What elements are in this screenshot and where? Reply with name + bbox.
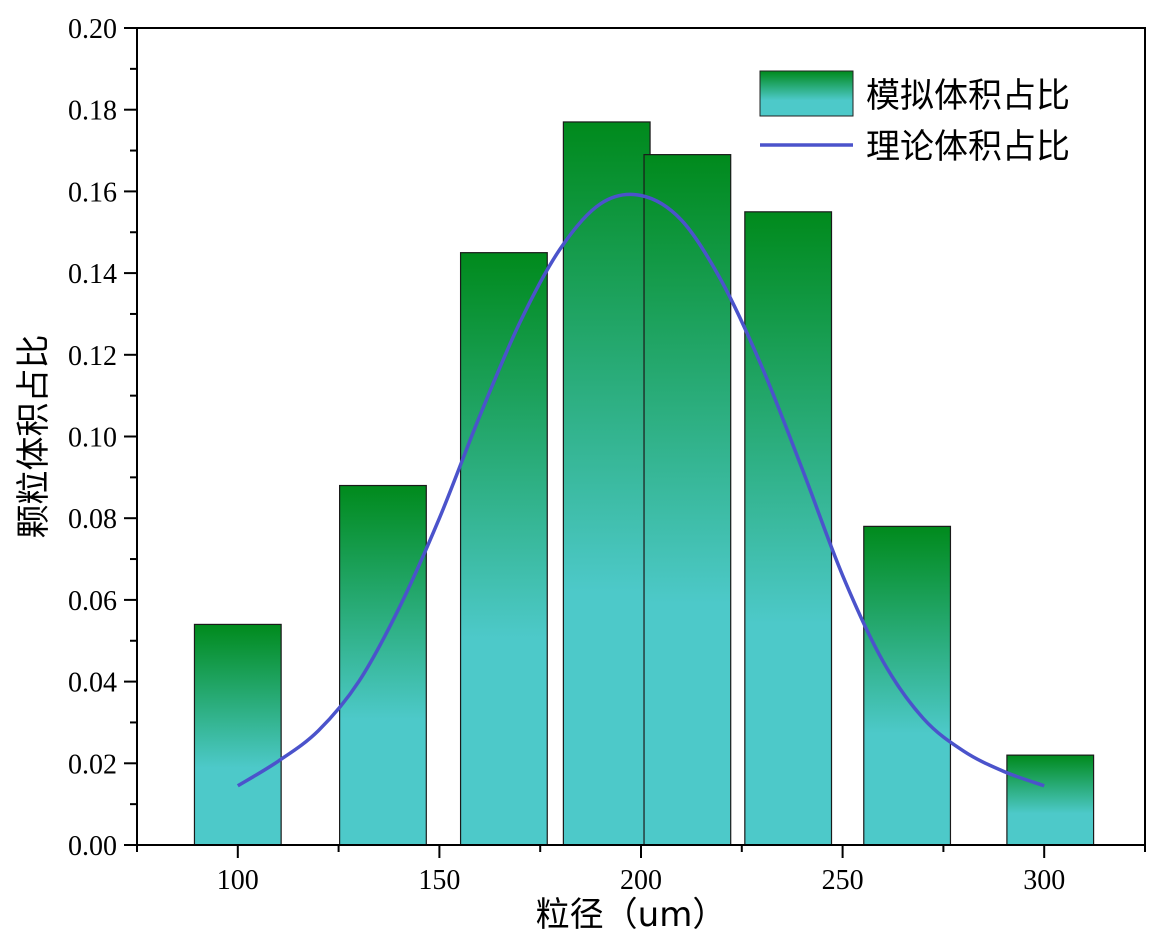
y-tick-label: 0.20 (68, 14, 117, 45)
bar-4 (643, 154, 732, 846)
legend: 模拟体积占比 理论体积占比 (759, 70, 1070, 167)
x-axis: 100 150 200 250 300 (136, 845, 1146, 896)
bar-1 (339, 484, 427, 846)
y-tick-label: 0.02 (68, 749, 117, 780)
y-tick-label: 0.10 (68, 423, 117, 454)
legend-label-simulated: 模拟体积占比 (866, 76, 1070, 116)
bar-2 (459, 252, 548, 846)
y-tick-label: 0.14 (68, 259, 117, 290)
bar-7 (1006, 754, 1095, 846)
y-tick-label: 0.18 (68, 96, 117, 127)
x-tick-label: 300 (1023, 865, 1065, 896)
y-tick-label: 0.00 (68, 831, 117, 862)
x-tick-label: 100 (217, 865, 259, 896)
bar-6 (863, 525, 952, 846)
line-layer (236, 192, 1045, 788)
bar-5 (744, 211, 833, 846)
y-tick-label: 0.08 (68, 504, 117, 535)
y-tick-label: 0.12 (68, 341, 117, 372)
legend-label-theoretical: 理论体积占比 (866, 127, 1070, 167)
y-axis: 0.00 0.02 0.04 0.06 0.08 0.10 0.12 0.14 0.16 0.18… (68, 14, 137, 862)
bar-0 (193, 623, 282, 846)
x-tick-label: 200 (620, 865, 662, 896)
y-tick-label: 0.04 (68, 668, 117, 699)
bar-3 (562, 121, 651, 846)
theory-curve (236, 192, 1045, 788)
y-tick-label: 0.06 (68, 586, 117, 617)
x-tick-label: 150 (418, 865, 460, 896)
bars-layer (193, 121, 1095, 846)
legend-swatch-bar (759, 70, 854, 117)
y-axis-title: 颗粒体积占比 (14, 335, 54, 539)
x-axis-title: 粒径（um） (536, 895, 727, 935)
y-tick-label: 0.16 (68, 177, 117, 208)
x-tick-label: 250 (822, 865, 864, 896)
